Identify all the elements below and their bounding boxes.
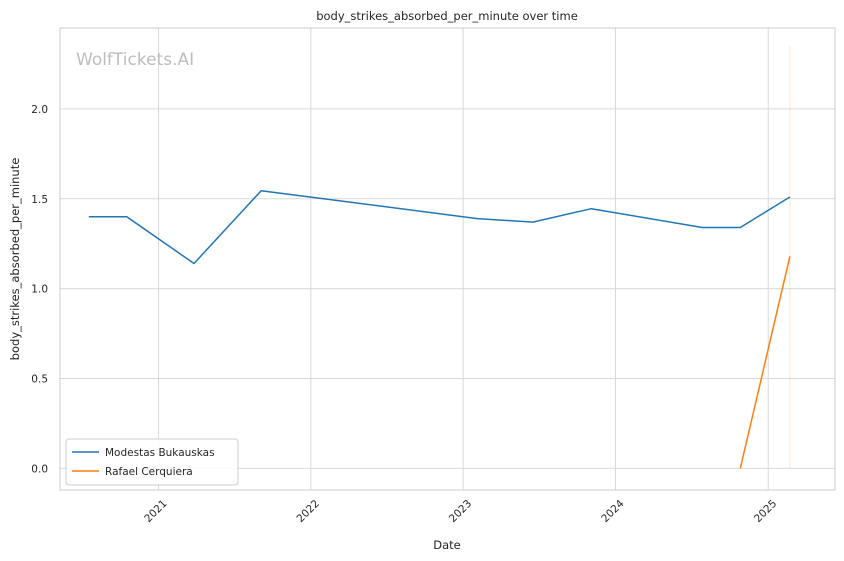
watermark: WolfTickets.AI: [76, 50, 194, 70]
y-tick-label: 0.0: [31, 463, 48, 475]
y-tick-label: 1.5: [31, 194, 48, 206]
y-tick-label: 2.0: [31, 104, 48, 116]
y-axis-label: body_strikes_absorbed_per_minute: [8, 158, 22, 361]
y-gridlines: [60, 108, 835, 469]
legend-label-modestas-bukauskas: Modestas Bukauskas: [105, 447, 215, 459]
x-gridlines: [157, 28, 769, 490]
series-lines: [88, 189, 791, 469]
series-line-1: [739, 256, 791, 469]
x-axis-label: Date: [433, 538, 461, 552]
y-tick-label: 1.0: [31, 284, 48, 296]
series-line-0: [88, 189, 791, 265]
plot-area: [60, 28, 835, 490]
y-tick-labels: 0.0 0.5 1.0 1.5 2.0: [31, 104, 48, 476]
legend-box: [65, 438, 239, 486]
y-tick-label: 0.5: [31, 374, 48, 386]
legend-label-rafael-cerquiera: Rafael Cerquiera: [105, 466, 193, 478]
legend: Modestas Bukauskas Rafael Cerquiera: [65, 438, 239, 486]
plot-frame: [59, 27, 836, 491]
chart-title: body_strikes_absorbed_per_minute over ti…: [316, 9, 578, 23]
